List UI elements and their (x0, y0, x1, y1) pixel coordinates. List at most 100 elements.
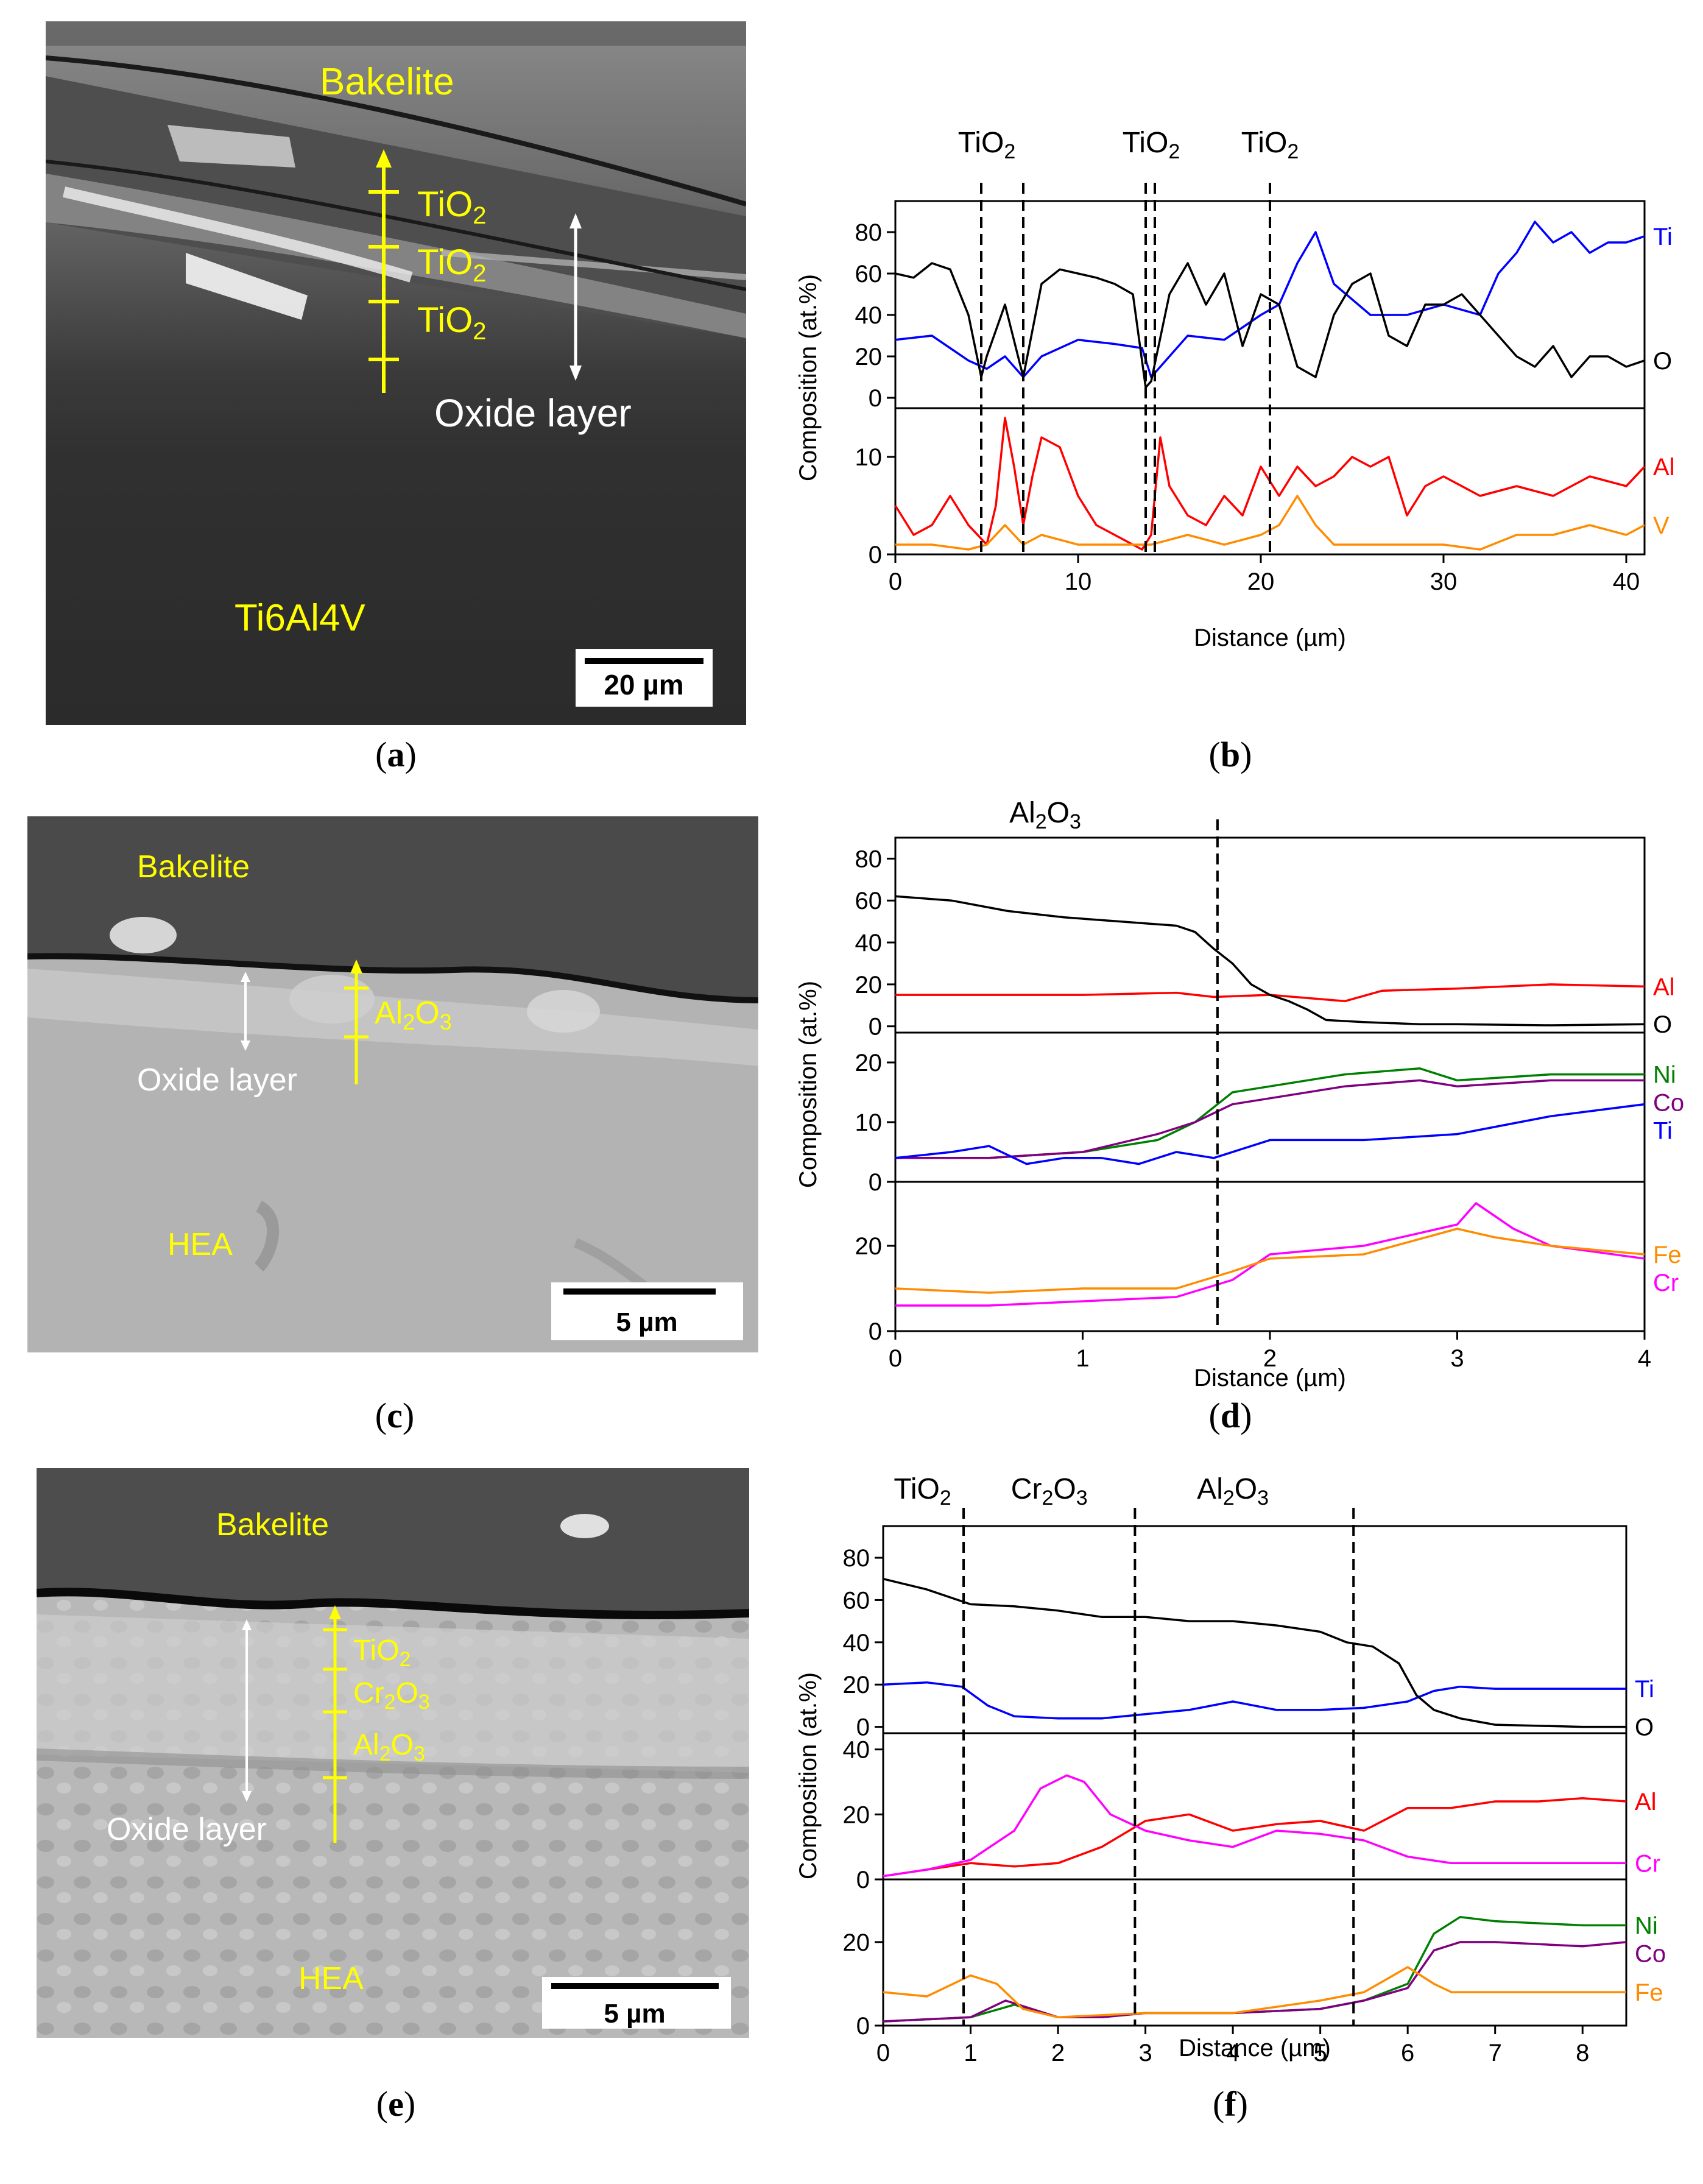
series-line-al (895, 983, 1645, 1003)
phase-label: TiO2 (1241, 127, 1299, 163)
phase-label: TiO2 (958, 127, 1015, 163)
series-line-cr (883, 1774, 1626, 1878)
substrate-label-c: HEA (167, 1227, 233, 1262)
series-label-al: Al (1653, 454, 1675, 481)
layer-label-a-2: TiO2 (417, 242, 487, 287)
substrate-label-e: HEA (298, 1961, 364, 1996)
x-tick-label: 4 (1226, 2040, 1239, 2065)
x-axis-label: Distance (µm) (1179, 2035, 1331, 2062)
x-tick-label: 7 (1489, 2040, 1502, 2065)
x-tick-label: 0 (889, 568, 902, 595)
panel-label-d: (d) (1208, 1396, 1252, 1435)
y-tick-label: 20 (843, 1672, 870, 1698)
y-tick-label: 10 (855, 444, 883, 471)
x-tick-label: 0 (889, 1345, 902, 1372)
series-label-al: Al (1635, 1789, 1657, 1815)
subplot-frame (894, 836, 1646, 1034)
oxide-label-a: Oxide layer (434, 391, 632, 435)
layer-label-a-3: TiO2 (417, 300, 487, 345)
y-tick-label: 20 (855, 344, 883, 370)
sem-image-e: Bakelite TiO2 Cr2O3 Al2O3 Oxide layer HE… (37, 1468, 749, 2038)
series-line-ti (883, 1681, 1626, 1720)
x-tick-label: 1 (964, 2040, 977, 2065)
subplot-frame (894, 1031, 1646, 1183)
x-tick-label: 40 (1613, 568, 1640, 595)
scale-label-c: 5 µm (616, 1307, 677, 1337)
series-line-co (883, 1941, 1627, 2023)
y-tick-label: 20 (843, 1929, 870, 1956)
x-tick-label: 10 (1065, 568, 1092, 595)
chart-f: 0 20 40 60 80 Ti O 0 20 40 Al Cr 0 20 Ni Co Fe 0 1 2 3 4 5 6 7 8 D… (780, 1462, 1687, 2066)
x-tick-label: 30 (1430, 568, 1458, 595)
substrate-label-a: Ti6Al4V (234, 597, 365, 639)
y-tick-label: 0 (869, 385, 882, 412)
series-label-ni: Ni (1635, 1912, 1658, 1939)
series-line-al (894, 417, 1646, 551)
y-axis-label: Composition (at.%) (795, 274, 822, 481)
series-label-cr: Cr (1635, 1850, 1660, 1877)
x-tick-label: 5 (1314, 2040, 1327, 2065)
sem-image-c-drawing: Bakelite Al2O3 Oxide layer HEA 5 µm (27, 816, 758, 1352)
y-tick-label: 10 (855, 1109, 883, 1136)
subplot-frame (882, 1732, 1627, 1881)
series-label-ti: Ti (1653, 224, 1673, 250)
chart-d: 0 20 40 60 80 Al O 0 10 20 Ni Co Ti 0 20 Cr Fe 0 1 2 3 4 Dista… (780, 792, 1687, 1395)
panel-label-b: (b) (1208, 735, 1252, 774)
y-tick-label: 0 (856, 2013, 870, 2040)
x-tick-label: 8 (1576, 2040, 1589, 2065)
sem-image-c: Bakelite Al2O3 Oxide layer HEA 5 µm (27, 816, 758, 1352)
y-tick-label: 60 (855, 888, 883, 914)
series-label-co: Co (1635, 1940, 1666, 1967)
y-tick-label: 0 (856, 1714, 870, 1741)
layer-label-e-1: TiO2 (353, 1634, 411, 1671)
y-tick-label: 60 (855, 261, 883, 288)
series-label-v: V (1653, 512, 1670, 539)
x-tick-label: 2 (1051, 2040, 1065, 2065)
subplot-frame (882, 1878, 1627, 2027)
x-tick-label: 4 (1638, 1345, 1651, 1372)
subplot-frame (894, 1181, 1646, 1332)
series-label-fe: Fe (1653, 1242, 1682, 1268)
scale-label-a: 20 µm (604, 669, 683, 701)
series-label-al: Al (1653, 974, 1675, 1000)
x-tick-label: 6 (1401, 2040, 1414, 2065)
layer-label-e-2: Cr2O3 (353, 1677, 430, 1714)
x-tick-label: 0 (876, 2040, 890, 2065)
oxide-label-e: Oxide layer (107, 1812, 267, 1847)
y-tick-label: 20 (843, 1801, 870, 1828)
series-label-fe: Fe (1635, 1979, 1663, 2006)
layer-label-a-1: TiO2 (417, 185, 487, 229)
panel-label-c: (c) (375, 1396, 415, 1435)
series-line-co (895, 1079, 1645, 1159)
x-tick-label: 2 (1263, 1345, 1277, 1372)
y-tick-label: 0 (869, 1014, 882, 1041)
y-tick-label: 0 (869, 1318, 882, 1345)
series-line-fe (895, 1228, 1645, 1294)
bakelite-label-a: Bakelite (320, 61, 454, 103)
series-line-fe (883, 1966, 1626, 2019)
chart-b-svg: 0 20 40 60 80 Ti O 0 10 Al V 0 10 20 30 40 Distance (µm)… (795, 127, 1675, 651)
y-tick-label: 80 (855, 219, 883, 246)
y-axis-label: Composition (at.%) (795, 1672, 822, 1879)
bakelite-label-e: Bakelite (216, 1507, 329, 1543)
sem-image-a: Bakelite TiO2 TiO2 TiO2 Oxide layer Ti6A… (46, 21, 746, 725)
panel-label-a: (a) (375, 735, 417, 774)
y-tick-label: 0 (869, 542, 882, 568)
scale-label-e: 5 µm (604, 1999, 665, 2029)
y-tick-label: 20 (855, 1233, 883, 1260)
series-label-ni: Ni (1653, 1062, 1676, 1089)
y-tick-label: 40 (843, 1737, 870, 1764)
series-label-cr: Cr (1653, 1270, 1679, 1296)
layer-label-c: Al2O3 (375, 995, 452, 1034)
series-label-ti: Ti (1635, 1676, 1654, 1703)
series-line-ti (895, 1103, 1645, 1165)
series-line-o (895, 895, 1645, 1027)
x-axis-label: Distance (µm) (1194, 624, 1346, 651)
oxide-label-c: Oxide layer (137, 1062, 297, 1098)
bakelite-label-c: Bakelite (137, 849, 250, 885)
subplot-frame (882, 1525, 1627, 1734)
panel-label-e: (e) (376, 2084, 416, 2124)
phase-label: Cr2O3 (1011, 1473, 1088, 1510)
chart-b: 0 20 40 60 80 Ti O 0 10 Al V 0 10 20 30 40 Distance (µm)… (780, 110, 1687, 670)
